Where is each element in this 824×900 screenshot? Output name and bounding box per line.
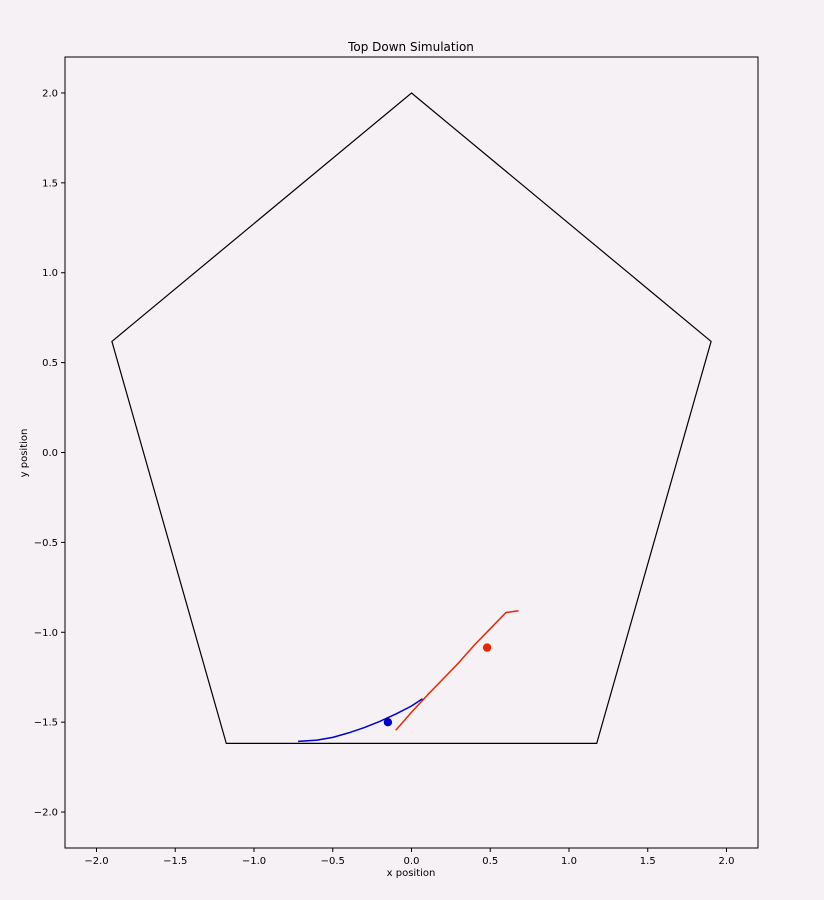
x-tick-label: 0.0 [404,856,420,867]
y-tick-label: 0.5 [42,358,58,369]
y-axis-label: y position [19,429,30,478]
y-tick-label: −1.5 [34,718,58,729]
y-tick-label: 1.0 [42,268,58,279]
chart-title: Top Down Simulation [347,40,474,54]
y-axis-ticks: −2.0 −1.5 −1.0 −0.5 0.0 0.5 1.0 1.5 2.0 [34,88,65,819]
y-tick-label: −0.5 [34,538,58,549]
x-axis-label: x position [387,868,436,879]
series-1-trail-line [395,609,519,731]
series-0-position-point [383,718,393,727]
series-0-trail-line [298,698,423,743]
x-tick-label: 2.0 [719,856,735,867]
y-tick-label: −1.0 [34,628,58,639]
plot-frame [64,56,759,849]
x-tick-label: −1.0 [242,856,266,867]
boundary-polygon [111,92,712,745]
y-tick-label: 2.0 [42,88,58,99]
x-tick-label: 1.5 [640,856,656,867]
y-tick-label: 1.5 [42,178,58,189]
y-tick-label: 0.0 [42,448,58,459]
x-tick-label: −2.0 [84,856,108,867]
series-1-position-point [482,643,492,652]
x-tick-label: 1.0 [561,856,577,867]
x-axis-ticks: −2.0 −1.5 −1.0 −0.5 0.0 0.5 1.0 1.5 2.0 [84,848,734,867]
plot-marks [111,92,712,745]
x-tick-label: −1.5 [163,856,187,867]
y-tick-label: −2.0 [34,808,58,819]
x-tick-label: 0.5 [482,856,498,867]
x-tick-label: −0.5 [321,856,345,867]
